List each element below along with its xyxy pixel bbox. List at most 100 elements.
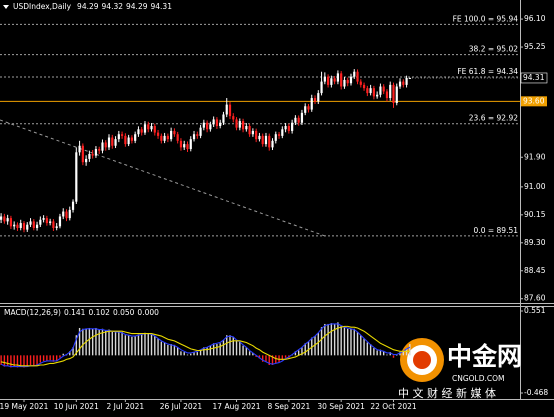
candle-body <box>98 149 101 151</box>
macd-histogram-bar <box>330 323 333 356</box>
candle-body <box>91 153 94 156</box>
candle-body <box>366 88 369 94</box>
candle-body <box>114 139 117 146</box>
macd-histogram-bar <box>209 345 212 356</box>
macd-histogram-bar <box>340 325 342 356</box>
candle-body <box>189 139 192 150</box>
candle-body <box>284 126 287 130</box>
candle-body <box>392 84 395 103</box>
candle-body <box>29 221 32 225</box>
macd-histogram-bar <box>245 347 248 356</box>
ohlc-readout: 94.31 <box>151 2 173 11</box>
macd-readout: 0.050 <box>113 308 135 317</box>
candle-body <box>294 117 297 123</box>
candle-body <box>39 219 42 225</box>
logo-core <box>413 351 431 369</box>
candle-body <box>232 116 235 120</box>
candle-body <box>68 209 71 219</box>
macd-histogram-bar <box>91 328 94 356</box>
candle-body <box>163 135 166 141</box>
macd-histogram-bar <box>373 348 375 356</box>
candle-body <box>297 117 300 123</box>
macd-histogram-bar <box>62 353 64 356</box>
macd-histogram-bar <box>327 323 329 356</box>
y-tick-label: 96.10 <box>524 14 546 23</box>
candle-body <box>173 130 176 135</box>
macd-histogram-bar <box>157 338 159 356</box>
watermark: 中金网 CNGOLD.COM 中 文 财 经 新 媒 体 <box>398 338 522 400</box>
macd-histogram-bar <box>297 350 300 356</box>
x-tick-label: 17 Aug 2021 <box>213 402 261 411</box>
candle-body <box>75 152 78 202</box>
candle-body <box>26 224 29 230</box>
candle-body <box>153 126 156 133</box>
candle-body <box>255 130 258 140</box>
candle-body <box>124 135 127 145</box>
macd-main-line <box>0 323 411 368</box>
candle-body <box>327 76 330 85</box>
macd-histogram-bar <box>203 347 205 356</box>
macd-histogram-bar <box>206 347 208 356</box>
candle-body <box>251 130 254 135</box>
candle-body <box>0 216 3 220</box>
current-price-box <box>520 72 548 84</box>
macd-histogram-bar <box>121 332 123 356</box>
candle-body <box>277 134 281 136</box>
candle-body <box>320 81 323 94</box>
candle-body <box>156 132 160 136</box>
candle-body <box>16 224 19 228</box>
candle-body <box>88 153 91 159</box>
x-tick-label: 30 Sep 2021 <box>317 402 365 411</box>
candle-body <box>192 134 196 140</box>
candle-body <box>35 224 39 228</box>
macd-histogram-bar <box>235 340 238 356</box>
macd-histogram-bar <box>29 355 32 365</box>
macd-histogram-bar <box>229 335 231 356</box>
macd-histogram-bar <box>248 351 251 356</box>
watermark-name: 中金网 <box>447 342 522 371</box>
macd-histogram-bar <box>320 327 323 356</box>
macd-histogram-bar <box>59 355 61 358</box>
candle-body <box>94 149 98 156</box>
macd-histogram-bar <box>144 332 146 356</box>
macd-histogram-bar <box>160 341 163 356</box>
macd-histogram-bar <box>311 337 313 356</box>
macd-histogram-bar <box>356 332 359 356</box>
macd-histogram-bar <box>324 323 326 356</box>
y-tick-label: 87.60 <box>524 294 546 303</box>
candle-body <box>268 135 271 148</box>
candle-body <box>398 81 402 87</box>
x-tick-label: 10 Jun 2021 <box>54 402 99 411</box>
candle-body <box>379 86 382 95</box>
candle-body <box>340 73 343 87</box>
macd-histogram-bar <box>114 332 117 356</box>
x-tick-label: 22 Oct 2021 <box>370 402 417 411</box>
macd-histogram-bar <box>3 355 6 367</box>
macd-histogram-bar <box>396 355 398 356</box>
candle-body <box>140 129 143 133</box>
macd-histogram-bar <box>23 355 25 368</box>
macd-histogram-bar <box>124 335 127 356</box>
macd-histogram-bar <box>265 355 267 362</box>
candle-body <box>310 98 313 110</box>
candle-body <box>101 142 104 151</box>
x-tick-label: 8 Sep 2021 <box>267 402 310 411</box>
candle-body <box>408 77 411 79</box>
fibo-label: 23.6 = 92.92 <box>469 114 518 123</box>
candle-body <box>147 124 150 130</box>
candle-body <box>395 86 398 103</box>
macd-histogram-bar <box>232 336 234 356</box>
macd-histogram-bar <box>268 355 270 365</box>
symbol: USDIndex,Daily <box>13 2 72 11</box>
macd-histogram-bar <box>163 342 166 356</box>
macd-histogram-bar <box>255 355 257 357</box>
macd-histogram-bar <box>190 353 192 356</box>
candle-body <box>160 135 163 141</box>
macd-histogram-bar <box>275 355 277 364</box>
candle-body <box>85 158 88 163</box>
candle-body <box>58 216 62 227</box>
candle-body <box>127 137 130 145</box>
macd-histogram-bar <box>0 355 2 365</box>
candle-body <box>65 211 68 219</box>
macd-histogram-bar <box>350 328 352 356</box>
